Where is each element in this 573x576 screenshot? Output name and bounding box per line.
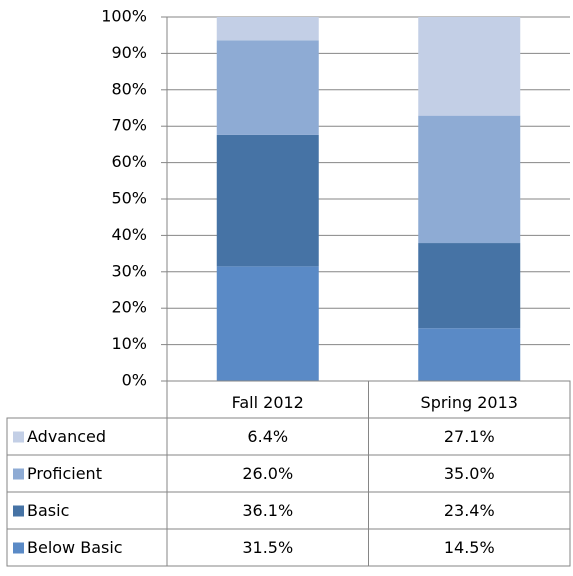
data-label: 26.0% (242, 464, 293, 483)
legend-swatch (13, 468, 24, 480)
bar-segment (418, 328, 521, 381)
legend-label: Basic (27, 501, 69, 520)
y-tick-label: 80% (111, 79, 147, 98)
table-cell (368, 528, 571, 567)
data-label: 27.1% (444, 427, 495, 446)
legend-swatch (13, 431, 24, 443)
y-tick-label: 90% (111, 43, 147, 62)
y-tick-label: 20% (111, 298, 147, 317)
y-tick-label: 0% (122, 371, 147, 390)
y-tick-label: 60% (111, 152, 147, 171)
data-label: 36.1% (242, 501, 293, 520)
bar-segment (418, 243, 521, 329)
data-label: 35.0% (444, 464, 495, 483)
data-label: 23.4% (444, 501, 495, 520)
x-tick-label: Spring 2013 (421, 393, 518, 412)
bar-segment (216, 134, 319, 267)
legend-label: Below Basic (27, 538, 123, 557)
bar-segment (216, 17, 319, 41)
legend-swatch (13, 505, 24, 517)
data-label: 6.4% (247, 427, 288, 446)
y-tick-label: 30% (111, 261, 147, 280)
bar-segment (418, 17, 521, 116)
data-label: 31.5% (242, 538, 293, 557)
x-tick-label: Fall 2012 (232, 393, 304, 412)
bar-segment (216, 40, 319, 135)
y-tick-label: 50% (111, 189, 147, 208)
y-tick-label: 40% (111, 225, 147, 244)
y-tick-label: 70% (111, 116, 147, 135)
legend-swatch (13, 542, 24, 554)
y-tick-label: 100% (101, 7, 147, 26)
legend-label: Proficient (27, 464, 102, 483)
bar-segment (418, 115, 521, 244)
legend-label: Advanced (27, 427, 106, 446)
data-label: 14.5% (444, 538, 495, 557)
y-tick-label: 10% (111, 334, 147, 353)
bar-segment (216, 266, 319, 381)
